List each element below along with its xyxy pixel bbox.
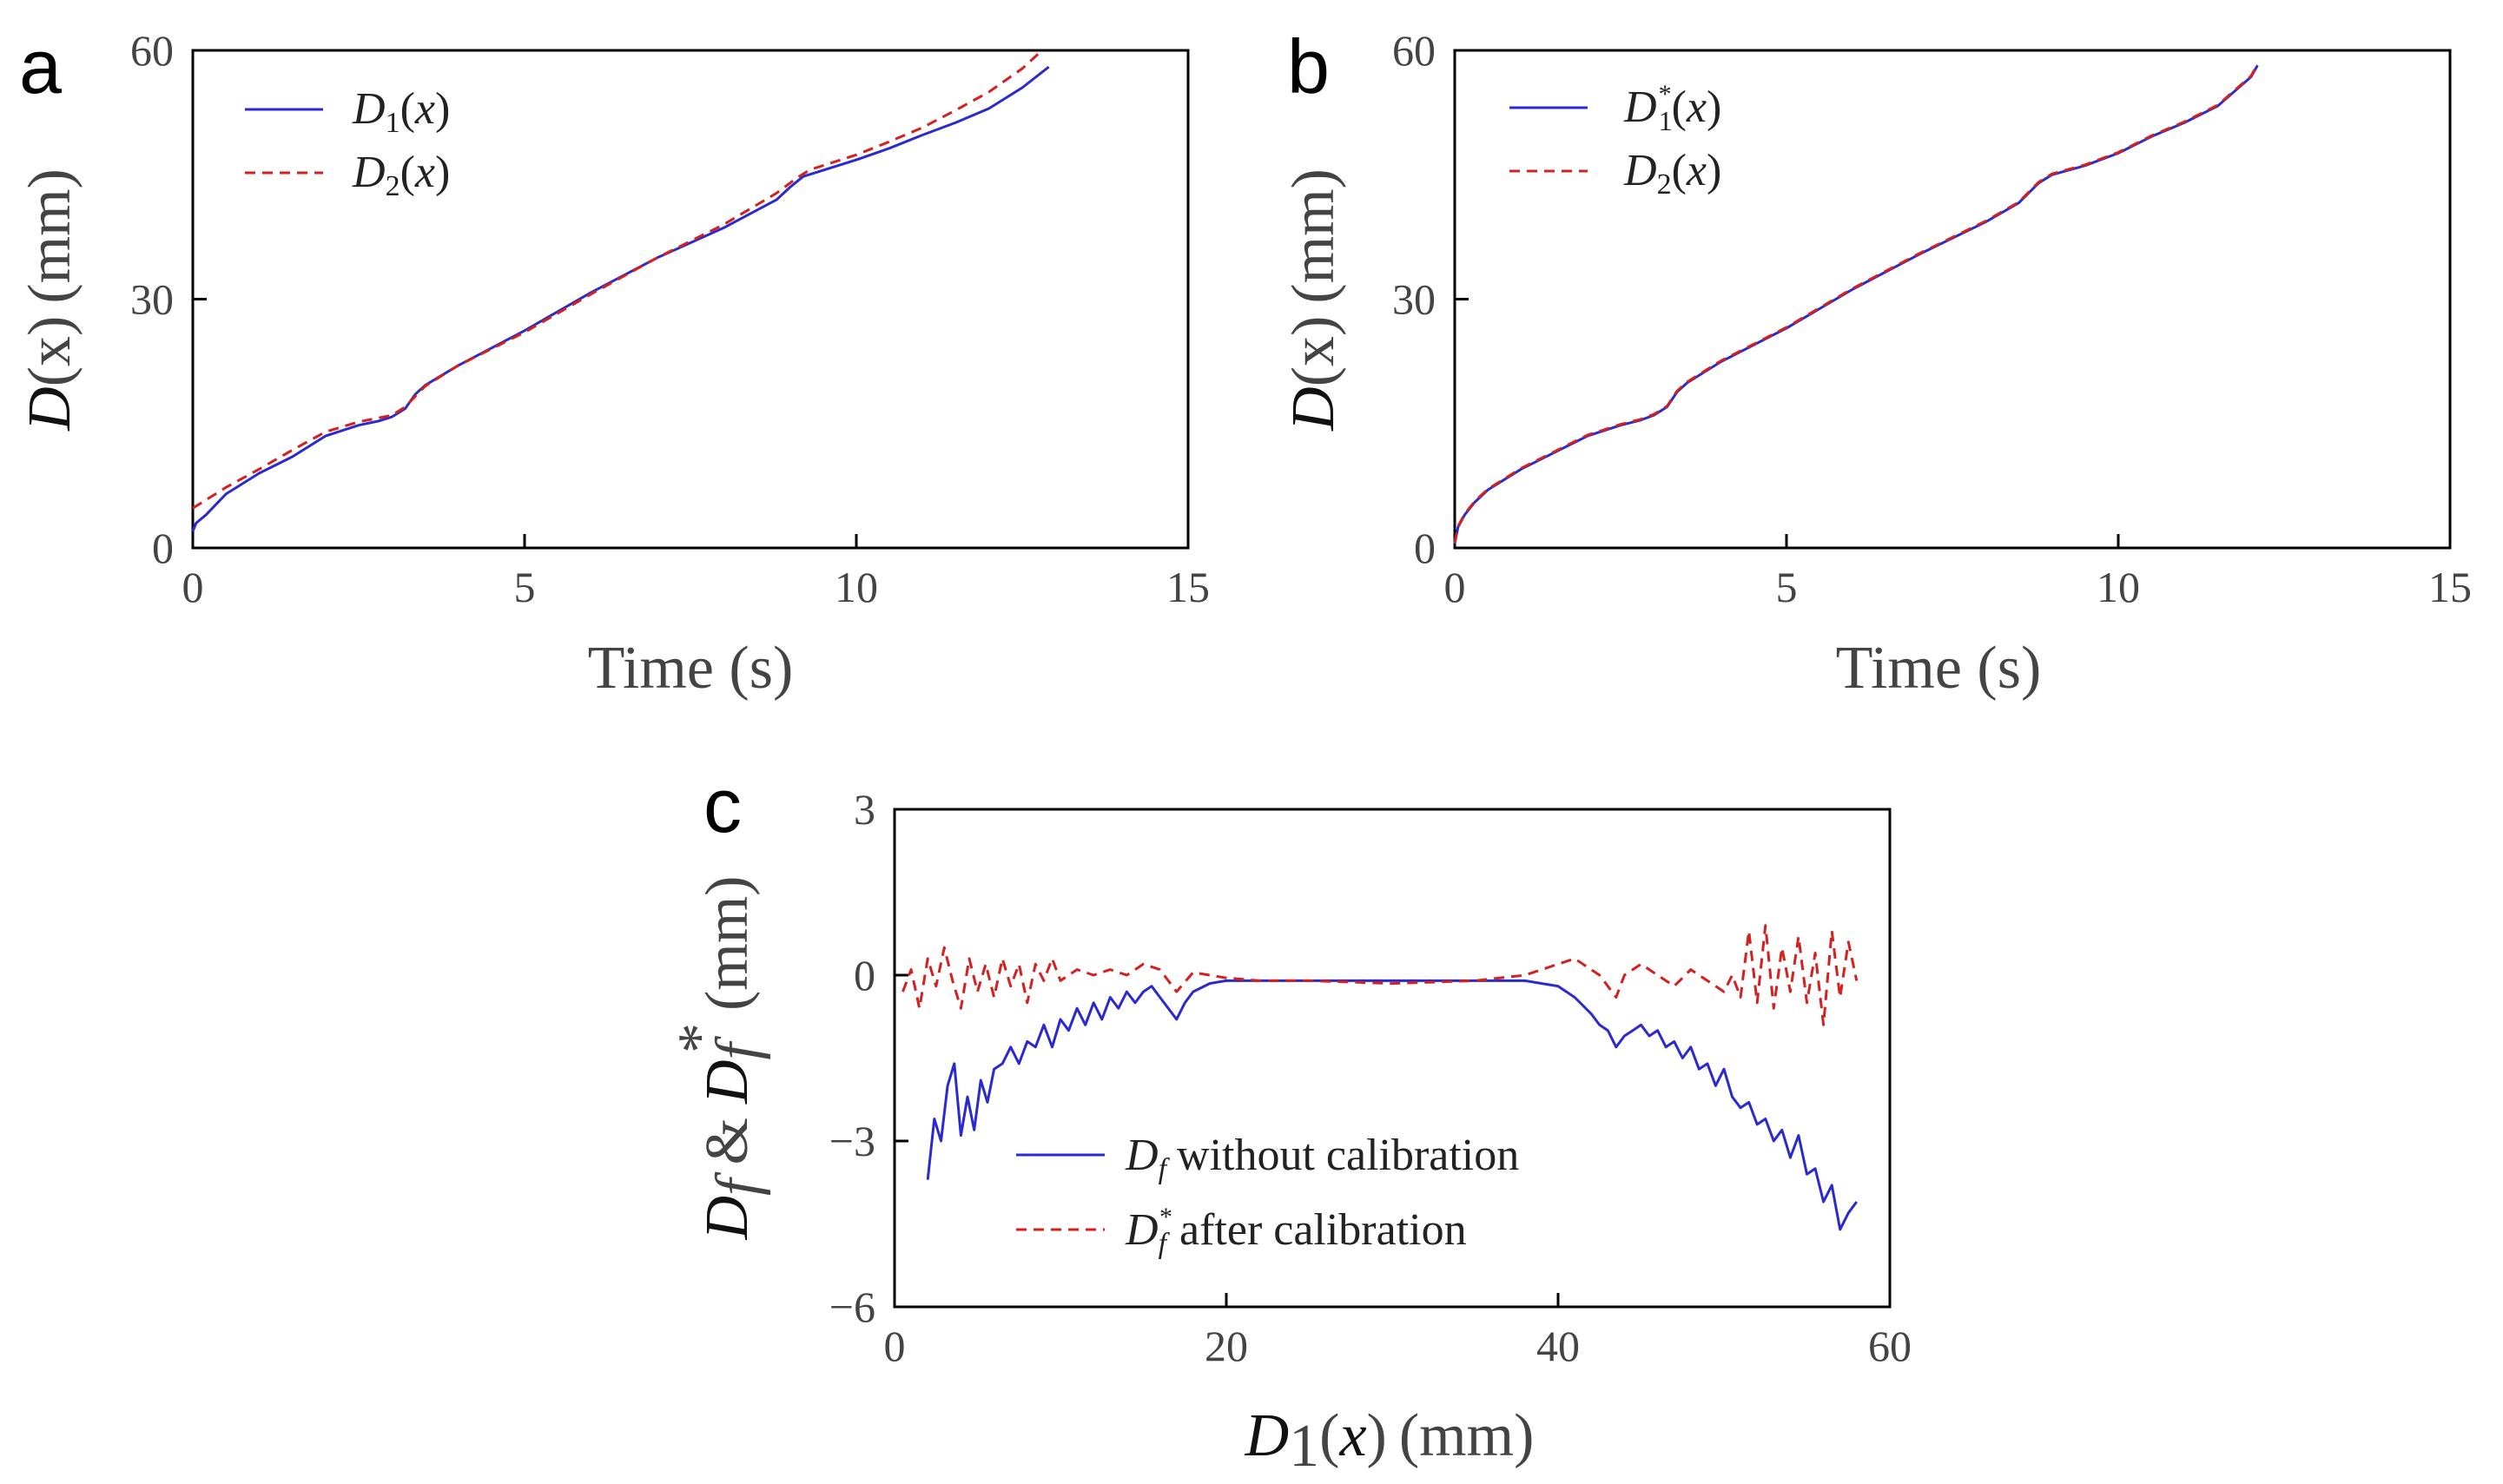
panel-a-ylabel-unit: (mm)	[17, 168, 83, 304]
panel-c-xlabel: D1(x) (mm)	[1245, 1402, 1535, 1480]
panel-a-chart: a 0 30 60 0 5 10 15 Time (s) D(x) (mm) D1(x) D…	[17, 23, 1210, 702]
panel-b-ylabel-unit: (mm)	[1280, 168, 1347, 304]
x-tick-label: 10	[835, 563, 878, 611]
x-tick-label: 60	[1868, 1322, 1912, 1370]
x-tick-label: 0	[1444, 563, 1466, 611]
y-tick-label: 3	[854, 785, 875, 834]
panel-c-legend: Df without calibration Df* after calibrati…	[1016, 1131, 1519, 1260]
x-tick-label: 15	[1166, 563, 1210, 611]
panel-b-letter: b	[1287, 23, 1330, 109]
x-tick-label: 40	[1536, 1322, 1580, 1370]
legend-label: D2(x)	[352, 148, 450, 202]
x-tick-label: 5	[514, 563, 536, 611]
panel-b-ylabel-arg: (x)	[1280, 316, 1347, 387]
y-tick-label: 0	[152, 524, 174, 572]
legend-label: D1(x)	[352, 84, 450, 139]
panel-b-frame	[1453, 49, 2452, 550]
x-tick-label: 15	[2428, 563, 2472, 611]
legend-label: Df without calibration	[1125, 1131, 1519, 1185]
y-tick-label: −6	[829, 1283, 875, 1331]
series-line-dashed	[901, 924, 1859, 1026]
panel-b-legend: D1*(x) D2(x)	[1509, 80, 1721, 201]
panel-b-ylabel: D(x) (mm)	[1280, 168, 1347, 432]
panel-c-frame	[893, 808, 1892, 1309]
series-line-solid	[926, 979, 1859, 1231]
series-line-dashed	[1453, 63, 2259, 544]
panel-a-letter: a	[19, 23, 62, 109]
panel-b-ylabel-var: D	[1280, 386, 1347, 432]
legend-label: D1*(x)	[1623, 80, 1721, 136]
x-tick-label: 5	[1776, 563, 1798, 611]
y-tick-label: −3	[829, 1117, 875, 1165]
panel-a-ylabel: D(x) (mm)	[17, 168, 83, 432]
panel-a-frame	[191, 49, 1190, 550]
legend-label: D2(x)	[1623, 146, 1721, 201]
x-tick-label: 0	[182, 563, 204, 611]
panel-c-letter: c	[703, 762, 742, 848]
panel-a-ylabel-arg: (x)	[17, 316, 83, 387]
panel-b-xlabel: Time (s)	[1836, 635, 2042, 702]
y-tick-label: 0	[854, 951, 875, 999]
panel-c-ylabel: Df&Df*(mm)	[666, 875, 771, 1240]
series-line-solid	[191, 65, 1050, 532]
legend-label: Df* after calibration	[1125, 1203, 1467, 1260]
x-tick-label: 20	[1205, 1322, 1248, 1370]
y-tick-label: 0	[1414, 524, 1436, 572]
panel-a-ylabel-var: D	[17, 386, 83, 432]
svg-text:D(x)(mm): D(x) (mm)	[17, 168, 83, 432]
y-tick-label: 60	[1392, 26, 1436, 75]
y-tick-label: 30	[1392, 275, 1436, 324]
panel-a-legend: D1(x) D2(x)	[245, 84, 450, 202]
panel-a-xlabel: Time (s)	[588, 635, 794, 702]
y-tick-label: 60	[130, 26, 174, 75]
y-tick-label: 30	[130, 275, 174, 324]
x-tick-label: 0	[884, 1322, 906, 1370]
x-tick-label: 10	[2097, 563, 2140, 611]
series-line-solid	[1453, 64, 2259, 544]
panel-b-chart: b 0 30 60 0 5 10 15 Time (s) D(x) (mm) D1*(x) …	[1280, 23, 2472, 702]
series-line-dashed	[192, 49, 1043, 510]
panel-c-chart: c −6 −3 0 3 0 20 40 60 D1(x) (mm) Df&Df*(mm) Df…	[666, 762, 1912, 1480]
svg-text:D(x)(mm): D(x) (mm)	[1280, 168, 1347, 432]
svg-text:Df&Df*(mm): Df&Df*(mm)	[666, 875, 771, 1240]
